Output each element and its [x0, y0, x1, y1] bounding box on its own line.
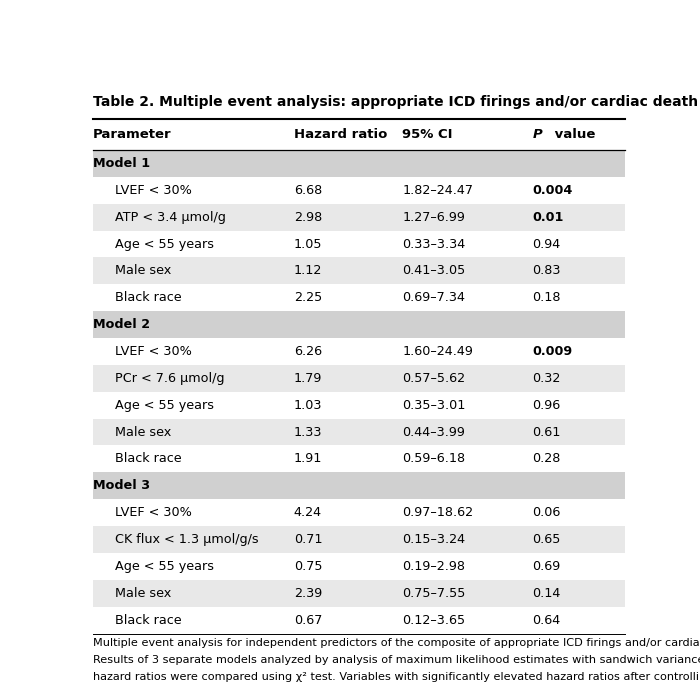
Text: 1.33: 1.33	[294, 425, 322, 438]
Text: 1.91: 1.91	[294, 452, 322, 465]
Text: 0.57–5.62: 0.57–5.62	[402, 372, 466, 385]
Text: Black race: Black race	[115, 291, 181, 304]
Bar	[93, 473, 624, 499]
Text: Age < 55 years: Age < 55 years	[115, 237, 214, 250]
Bar	[93, 445, 624, 473]
Text: 0.59–6.18: 0.59–6.18	[402, 452, 466, 465]
Bar	[93, 285, 624, 311]
Text: 0.01: 0.01	[532, 211, 564, 224]
Text: 1.03: 1.03	[294, 399, 322, 412]
Text: 6.68: 6.68	[294, 184, 322, 197]
Text: 0.35–3.01: 0.35–3.01	[402, 399, 466, 412]
Text: 1.12: 1.12	[294, 265, 322, 278]
Text: PCr < 7.6 μmol/g: PCr < 7.6 μmol/g	[115, 372, 224, 385]
Text: Male sex: Male sex	[115, 425, 171, 438]
Bar	[93, 150, 624, 177]
Text: Male sex: Male sex	[115, 265, 171, 278]
Text: 0.14: 0.14	[532, 587, 561, 600]
Text: 4.24: 4.24	[294, 506, 322, 519]
Bar	[93, 580, 624, 607]
Text: 0.004: 0.004	[532, 184, 573, 197]
Text: 0.75: 0.75	[294, 560, 322, 573]
Bar	[93, 204, 624, 231]
Text: LVEF < 30%: LVEF < 30%	[115, 184, 192, 197]
Text: 1.79: 1.79	[294, 372, 322, 385]
Bar	[93, 392, 624, 419]
Text: 1.27–6.99: 1.27–6.99	[402, 211, 465, 224]
Text: Multiple event analysis for independent predictors of the composite of appropria: Multiple event analysis for independent …	[93, 637, 700, 648]
Bar	[93, 231, 624, 257]
Text: Model 2: Model 2	[93, 318, 150, 331]
Text: 0.15–3.24: 0.15–3.24	[402, 533, 466, 546]
Text: Age < 55 years: Age < 55 years	[115, 399, 214, 412]
Text: 0.12–3.65: 0.12–3.65	[402, 614, 466, 627]
Text: LVEF < 30%: LVEF < 30%	[115, 506, 192, 519]
Text: 0.75–7.55: 0.75–7.55	[402, 587, 466, 600]
Text: 1.60–24.49: 1.60–24.49	[402, 345, 473, 358]
Bar	[93, 526, 624, 553]
Bar	[93, 607, 624, 633]
Text: 1.05: 1.05	[294, 237, 322, 250]
Text: Black race: Black race	[115, 614, 181, 627]
Text: 2.25: 2.25	[294, 291, 322, 304]
Text: 0.009: 0.009	[532, 345, 573, 358]
Text: 95% CI: 95% CI	[402, 128, 453, 141]
Text: Male sex: Male sex	[115, 587, 171, 600]
Text: 0.83: 0.83	[532, 265, 561, 278]
Text: CK flux < 1.3 μmol/g/s: CK flux < 1.3 μmol/g/s	[115, 533, 258, 546]
Text: Model 1: Model 1	[93, 157, 150, 170]
Text: Age < 55 years: Age < 55 years	[115, 560, 214, 573]
Text: 0.33–3.34: 0.33–3.34	[402, 237, 466, 250]
Bar	[93, 257, 624, 285]
Text: LVEF < 30%: LVEF < 30%	[115, 345, 192, 358]
Text: Black race: Black race	[115, 452, 181, 465]
Text: 0.96: 0.96	[532, 399, 561, 412]
Text: 0.41–3.05: 0.41–3.05	[402, 265, 466, 278]
Text: hazard ratios were compared using χ² test. Variables with significantly elevated: hazard ratios were compared using χ² tes…	[93, 672, 700, 683]
Bar	[93, 499, 624, 526]
Text: 0.64: 0.64	[532, 614, 561, 627]
Text: Model 3: Model 3	[93, 479, 150, 492]
Text: 0.19–2.98: 0.19–2.98	[402, 560, 465, 573]
Bar	[93, 311, 624, 338]
Text: 0.06: 0.06	[532, 506, 561, 519]
Bar	[93, 177, 624, 204]
Bar	[93, 553, 624, 580]
Text: 0.44–3.99: 0.44–3.99	[402, 425, 465, 438]
Text: 2.98: 2.98	[294, 211, 322, 224]
Text: 6.26: 6.26	[294, 345, 322, 358]
Text: Parameter: Parameter	[93, 128, 172, 141]
Bar	[93, 365, 624, 392]
Text: 0.69: 0.69	[532, 560, 561, 573]
Text: Table 2. Multiple event analysis: appropriate ICD firings and/or cardiac death: Table 2. Multiple event analysis: approp…	[93, 95, 698, 109]
Text: 1.82–24.47: 1.82–24.47	[402, 184, 473, 197]
Text: 0.65: 0.65	[532, 533, 561, 546]
Text: 0.28: 0.28	[532, 452, 561, 465]
Text: Hazard ratio: Hazard ratio	[294, 128, 387, 141]
Text: 0.69–7.34: 0.69–7.34	[402, 291, 465, 304]
Text: 0.67: 0.67	[294, 614, 322, 627]
Text: 0.94: 0.94	[532, 237, 561, 250]
Text: 0.97–18.62: 0.97–18.62	[402, 506, 473, 519]
Bar	[93, 419, 624, 445]
Text: 0.18: 0.18	[532, 291, 561, 304]
Text: 0.61: 0.61	[532, 425, 561, 438]
Text: 0.71: 0.71	[294, 533, 322, 546]
Text: P: P	[532, 128, 542, 141]
Text: Results of 3 separate models analyzed by analysis of maximum likelihood estimate: Results of 3 separate models analyzed by…	[93, 655, 700, 665]
Text: 2.39: 2.39	[294, 587, 322, 600]
Bar	[93, 338, 624, 365]
Text: 0.32: 0.32	[532, 372, 561, 385]
Text: value: value	[550, 128, 595, 141]
Text: ATP < 3.4 μmol/g: ATP < 3.4 μmol/g	[115, 211, 225, 224]
